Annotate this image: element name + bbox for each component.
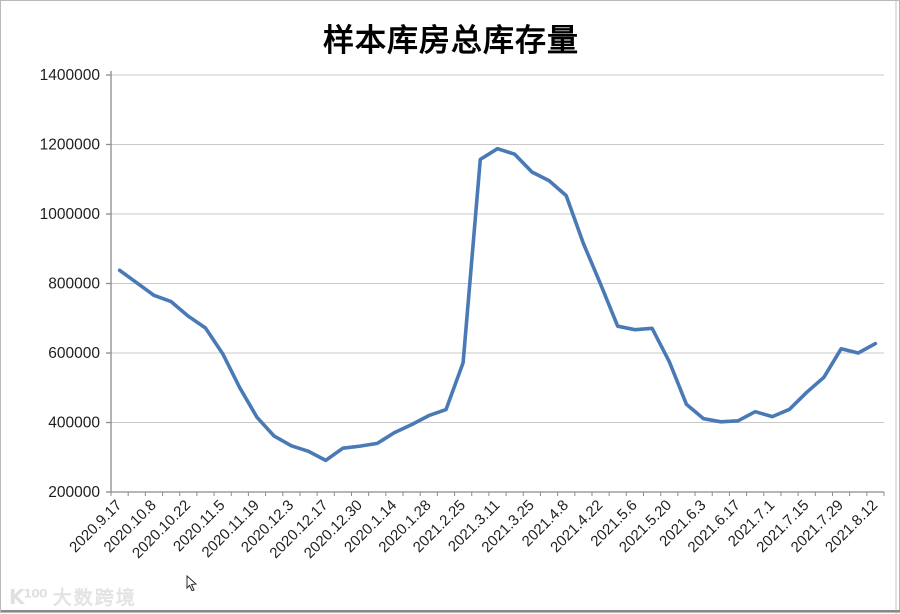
y-tick-label: 1000000	[40, 206, 101, 223]
series-line-inventory	[117, 146, 878, 463]
y-tick-label: 400000	[48, 415, 100, 432]
chart-title: 样本库房总库存量	[323, 23, 579, 59]
watermark-label: 大数跨境	[52, 588, 137, 609]
y-tick-label: 600000	[48, 345, 100, 362]
watermark: K¹⁰⁰ 大数跨境	[9, 583, 137, 610]
y-tick-label: 200000	[48, 484, 100, 501]
y-tick-label: 1400000	[40, 67, 101, 84]
bottom-edge-divider	[1, 610, 900, 612]
y-tick-label: 1200000	[40, 137, 101, 154]
mouse-cursor-icon	[186, 575, 198, 591]
y-tick-label: 800000	[48, 276, 100, 293]
watermark-logo-icon: K¹⁰⁰	[9, 584, 48, 609]
